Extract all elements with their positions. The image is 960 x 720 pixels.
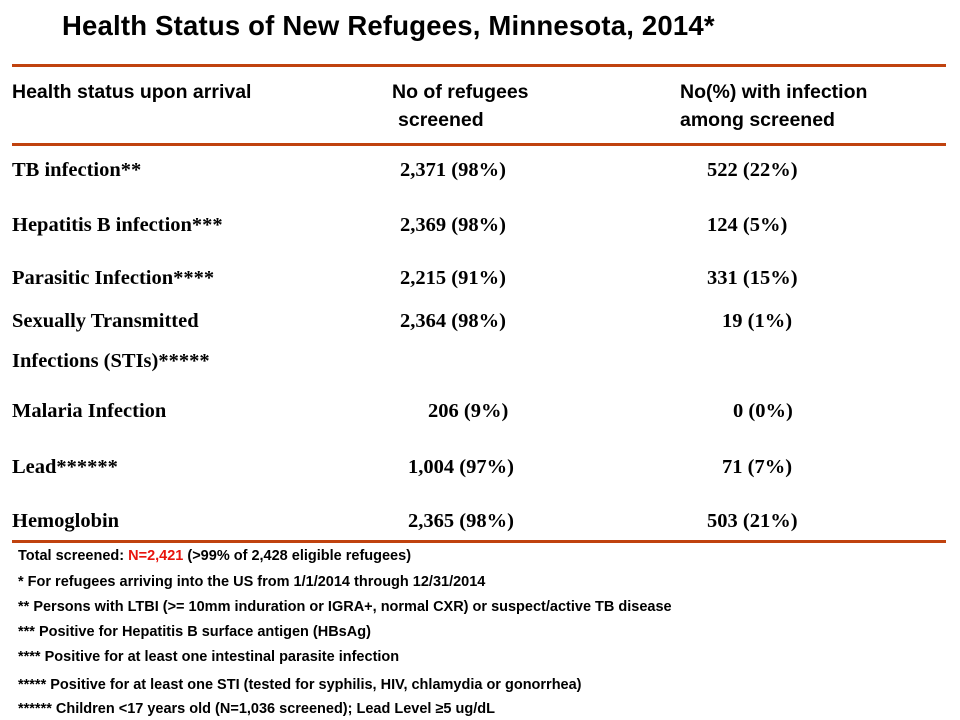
row-tb-status: TB infection** bbox=[12, 159, 142, 181]
page-title: Health Status of New Refugees, Minnesota… bbox=[62, 10, 715, 41]
row-hepb-screened: 2,369 (98%) bbox=[400, 214, 506, 236]
row-lead-infected: 71 (7%) bbox=[722, 456, 793, 478]
row-lead-screened: 1,004 (97%) bbox=[408, 456, 514, 478]
row-sti-infected: 19 (1%) bbox=[722, 310, 793, 332]
row-malaria-infected: 0 (0%) bbox=[733, 400, 793, 422]
table-bottom-rule bbox=[12, 540, 946, 543]
note-3: *** Positive for Hepatitis B surface ant… bbox=[18, 624, 371, 640]
note-4: **** Positive for at least one intestina… bbox=[18, 649, 400, 665]
header-infection-line2: among screened bbox=[680, 109, 835, 131]
note-total-suffix: (>99% of 2,428 eligible refugees) bbox=[183, 548, 412, 564]
note-1: * For refugees arriving into the US from… bbox=[18, 574, 486, 590]
note-5: ***** Positive for at least one STI (tes… bbox=[18, 677, 582, 693]
row-sti-screened: 2,364 (98%) bbox=[400, 310, 506, 332]
note-total-count: N=2,421 bbox=[128, 548, 184, 564]
row-parasitic-status: Parasitic Infection**** bbox=[12, 267, 215, 289]
note-6: ****** Children <17 years old (N=1,036 s… bbox=[18, 701, 495, 717]
row-parasitic-infected: 331 (15%) bbox=[707, 267, 798, 289]
row-hepb-infected: 124 (5%) bbox=[707, 214, 788, 236]
row-lead-status: Lead****** bbox=[12, 456, 118, 478]
row-hepb-status: Hepatitis B infection*** bbox=[12, 214, 223, 236]
row-tb-screened: 2,371 (98%) bbox=[400, 159, 506, 181]
row-hemoglobin-screened: 2,365 (98%) bbox=[408, 510, 514, 532]
row-hemoglobin-status: Hemoglobin bbox=[12, 510, 120, 532]
row-sti-status-line2: Infections (STIs)***** bbox=[12, 350, 210, 372]
header-screened-line2: screened bbox=[398, 109, 484, 131]
header-top-rule bbox=[12, 64, 946, 67]
row-parasitic-screened: 2,215 (91%) bbox=[400, 267, 506, 289]
row-tb-infected: 522 (22%) bbox=[707, 159, 798, 181]
header-health-status: Health status upon arrival bbox=[12, 81, 252, 103]
row-sti-status: Sexually Transmitted bbox=[12, 310, 199, 332]
header-bottom-rule bbox=[12, 143, 946, 146]
note-2: ** Persons with LTBI (>= 10mm induration… bbox=[18, 599, 672, 615]
note-total-screened: Total screened: N=2,421 (>99% of 2,428 e… bbox=[18, 547, 411, 565]
header-infection-line1: No(%) with infection bbox=[680, 81, 868, 103]
row-malaria-status: Malaria Infection bbox=[12, 400, 167, 422]
note-total-prefix: Total screened: bbox=[18, 548, 129, 564]
header-screened-line1: No of refugees bbox=[392, 81, 529, 103]
row-malaria-screened: 206 (9%) bbox=[428, 400, 509, 422]
row-hemoglobin-infected: 503 (21%) bbox=[707, 510, 798, 532]
